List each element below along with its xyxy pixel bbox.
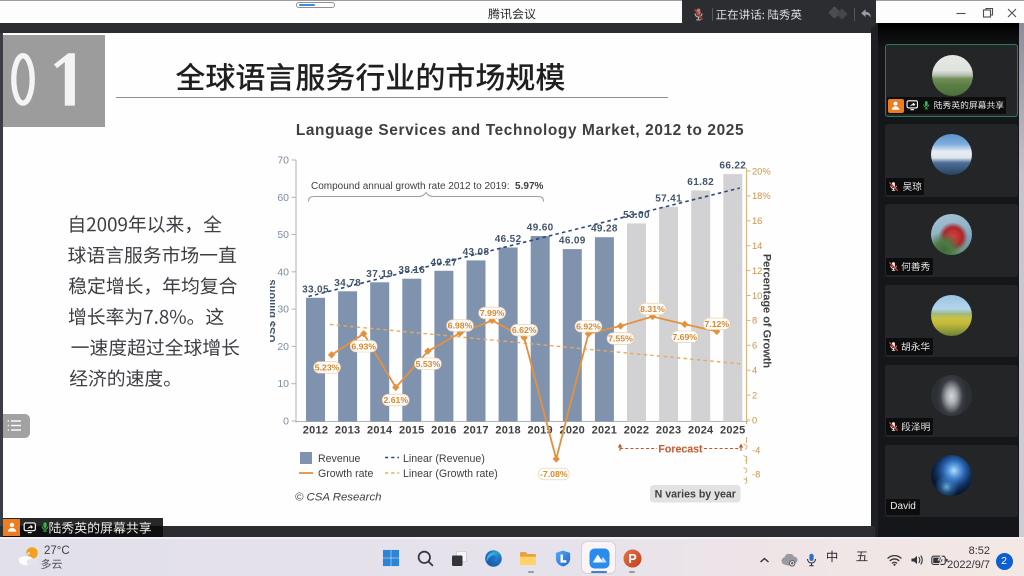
svg-text:5.53%: 5.53% xyxy=(416,359,441,369)
svg-text:-8: -8 xyxy=(752,469,760,479)
svg-text:66.22: 66.22 xyxy=(719,161,746,172)
svg-text:Revenue: Revenue xyxy=(318,453,361,465)
svg-text:20%: 20% xyxy=(752,166,771,176)
svg-text:© CSA Research: © CSA Research xyxy=(295,492,381,504)
svg-text:53.00: 53.00 xyxy=(623,210,650,221)
svg-text:6.93%: 6.93% xyxy=(351,341,376,351)
svg-text:0: 0 xyxy=(283,416,289,428)
svg-text:49.28: 49.28 xyxy=(591,224,618,235)
svg-text:12: 12 xyxy=(752,266,762,276)
svg-text:2025: 2025 xyxy=(720,425,745,437)
svg-text:30: 30 xyxy=(277,304,289,316)
svg-text:Growth rate: Growth rate xyxy=(318,468,373,480)
svg-text:Percentage of Growth: Percentage of Growth xyxy=(761,254,773,369)
svg-text:8: 8 xyxy=(752,316,757,326)
svg-text:2024: 2024 xyxy=(688,425,714,437)
svg-text:7.69%: 7.69% xyxy=(672,332,697,342)
svg-text:38.16: 38.16 xyxy=(398,265,425,276)
svg-text:2012: 2012 xyxy=(303,425,328,437)
svg-text:40: 40 xyxy=(277,266,289,278)
svg-text:46.09: 46.09 xyxy=(559,236,586,247)
svg-text:46.52: 46.52 xyxy=(495,234,522,245)
svg-text:70: 70 xyxy=(277,155,289,167)
svg-text:37.19: 37.19 xyxy=(366,269,393,280)
svg-text:-7.08%: -7.08% xyxy=(540,469,568,479)
svg-text:49.60: 49.60 xyxy=(527,223,554,234)
svg-text:7.99%: 7.99% xyxy=(480,308,505,318)
svg-text:-4: -4 xyxy=(752,445,760,455)
svg-text:2022: 2022 xyxy=(624,425,649,437)
svg-text:Linear (Growth rate): Linear (Growth rate) xyxy=(403,468,498,480)
svg-text:6.92%: 6.92% xyxy=(576,321,601,331)
svg-text:P: P xyxy=(628,552,636,566)
svg-text:34.78: 34.78 xyxy=(334,278,361,289)
svg-text:2015: 2015 xyxy=(399,425,424,437)
svg-text:60: 60 xyxy=(277,192,289,204)
svg-text:5.23%: 5.23% xyxy=(315,363,340,373)
svg-text:6.98%: 6.98% xyxy=(448,321,473,331)
svg-text:2017: 2017 xyxy=(463,425,488,437)
svg-text:10: 10 xyxy=(277,378,289,390)
svg-text:N varies by year: N varies by year xyxy=(655,488,736,500)
svg-text:2.61%: 2.61% xyxy=(383,395,408,405)
svg-text:Forecast: Forecast xyxy=(658,444,703,456)
svg-text:Compound annual growth rate 20: Compound annual growth rate 2012 to 2019… xyxy=(311,181,544,192)
svg-text:20: 20 xyxy=(277,341,289,353)
svg-text:7.12%: 7.12% xyxy=(704,319,729,329)
svg-text:2014: 2014 xyxy=(367,425,393,437)
svg-text:4: 4 xyxy=(752,366,757,376)
svg-text:8.31%: 8.31% xyxy=(640,304,665,314)
svg-text:2018: 2018 xyxy=(495,425,520,437)
svg-text:14: 14 xyxy=(752,241,762,251)
svg-text:18%: 18% xyxy=(752,191,771,201)
svg-text:2023: 2023 xyxy=(656,425,681,437)
svg-text:2020: 2020 xyxy=(560,425,585,437)
svg-text:Language Services and Technolo: Language Services and Technology Market,… xyxy=(296,122,744,139)
svg-text:6.62%: 6.62% xyxy=(512,325,537,335)
svg-text:2013: 2013 xyxy=(335,425,360,437)
svg-text:43.08: 43.08 xyxy=(463,247,490,258)
svg-text:33.05: 33.05 xyxy=(302,284,329,295)
svg-text:57.41: 57.41 xyxy=(655,193,682,204)
svg-text:2016: 2016 xyxy=(431,425,456,437)
svg-text:61.82: 61.82 xyxy=(687,177,714,188)
svg-text:40.27: 40.27 xyxy=(431,257,458,268)
svg-text:7.55%: 7.55% xyxy=(608,334,633,344)
svg-text:16: 16 xyxy=(752,216,762,226)
svg-text:Linear (Revenue): Linear (Revenue) xyxy=(403,453,485,465)
svg-text:0: 0 xyxy=(752,415,757,425)
svg-text:2: 2 xyxy=(752,390,757,400)
svg-text:US$ billions: US$ billions xyxy=(270,280,278,343)
svg-text:10: 10 xyxy=(752,291,762,301)
svg-text:6: 6 xyxy=(752,341,757,351)
svg-text:2019: 2019 xyxy=(527,425,552,437)
svg-text:50: 50 xyxy=(277,229,289,241)
svg-text:2021: 2021 xyxy=(592,425,617,437)
